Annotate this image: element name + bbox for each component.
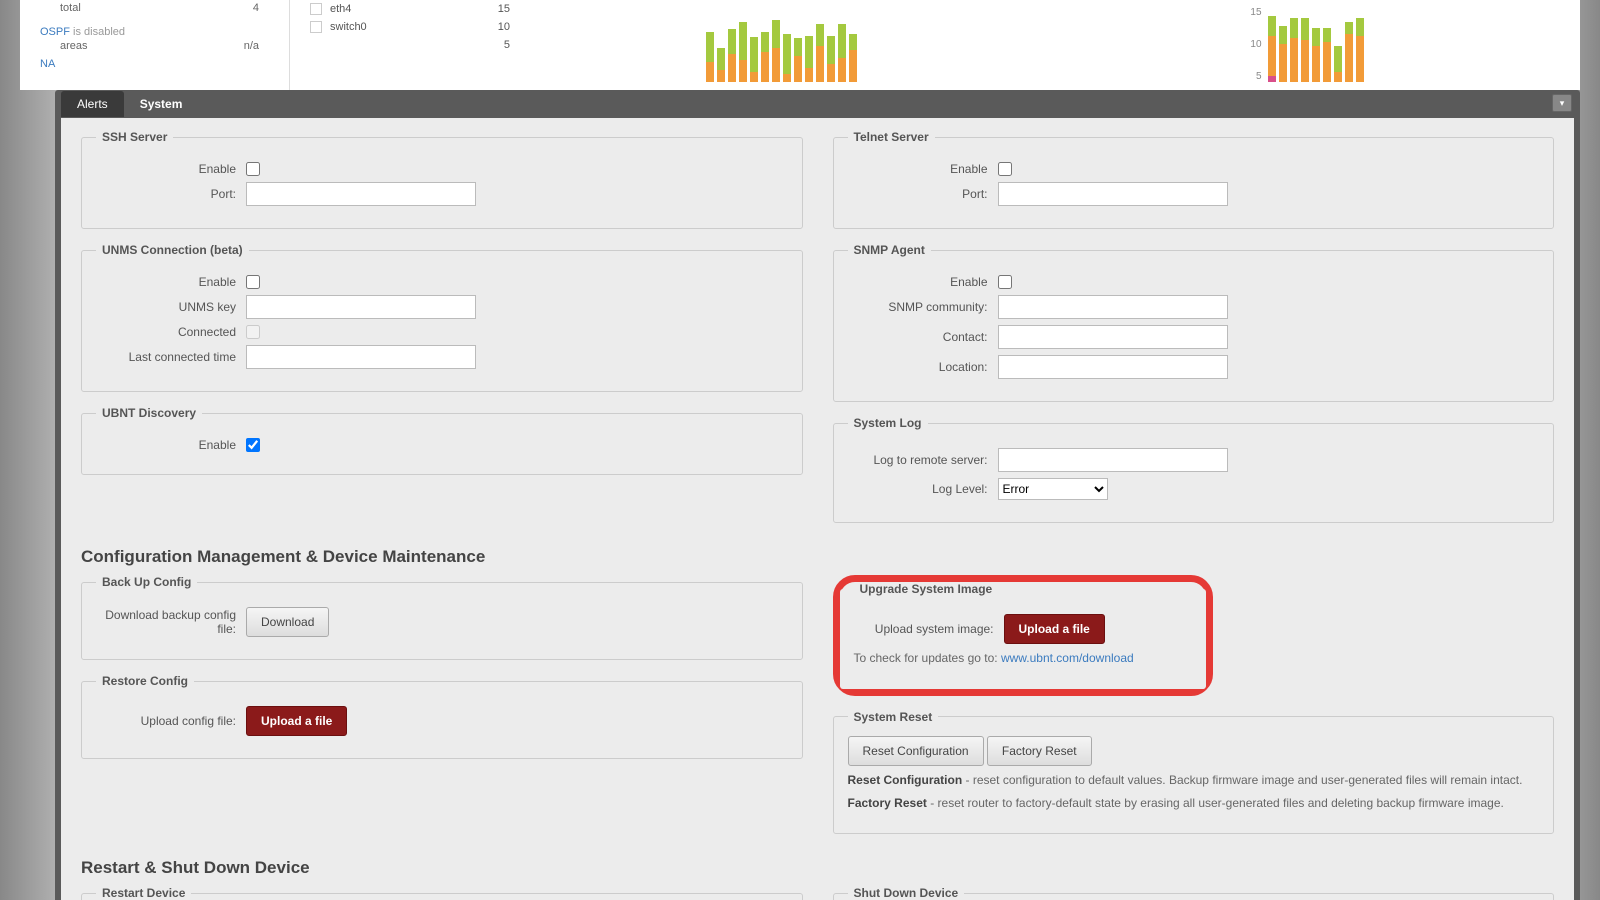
backup-legend: Back Up Config	[96, 575, 197, 589]
telnet-server-group: Telnet Server Enable Port:	[833, 130, 1555, 229]
tab-bar: Alerts System ▾	[55, 90, 1580, 118]
download-button[interactable]: Download	[246, 607, 329, 637]
reset-desc2-bold: Factory Reset	[848, 796, 927, 810]
left-sidebar: total 4 OSPF is disabled areas n/a NA	[20, 0, 290, 90]
reset-desc1-text: - reset configuration to default values.…	[962, 773, 1522, 787]
telnet-enable-checkbox[interactable]	[998, 162, 1012, 176]
total-value: 4	[253, 2, 259, 14]
system-log-group: System Log Log to remote server: Log Lev…	[833, 416, 1555, 523]
upgrade-url-link[interactable]: www.ubnt.com/download	[1001, 651, 1134, 665]
ubnt-discovery-group: UBNT Discovery Enable	[81, 406, 803, 475]
shutdown-legend: Shut Down Device	[848, 886, 965, 900]
upgrade-highlight: Upgrade System Image Upload system image…	[833, 575, 1213, 696]
reset-desc2-text: - reset router to factory-default state …	[927, 796, 1504, 810]
iface-name: switch0	[330, 21, 498, 33]
snmp-contact-input[interactable]	[998, 325, 1228, 349]
backup-label: Download backup config file:	[96, 608, 246, 636]
unms-connected-label: Connected	[96, 325, 246, 339]
backup-config-group: Back Up Config Download backup config fi…	[81, 575, 803, 660]
unms-key-label: UNMS key	[96, 300, 246, 314]
snmp-enable-label: Enable	[848, 275, 998, 289]
ssh-port-input[interactable]	[246, 182, 476, 206]
snmp-community-input[interactable]	[998, 295, 1228, 319]
ssh-enable-label: Enable	[96, 162, 246, 176]
ssh-server-group: SSH Server Enable Port:	[81, 130, 803, 229]
snmp-community-label: SNMP community:	[848, 300, 998, 314]
upgrade-upload-button[interactable]: Upload a file	[1004, 614, 1105, 644]
checkbox-icon[interactable]	[310, 3, 322, 15]
ospf-link[interactable]: OSPF	[40, 26, 70, 38]
factory-reset-button[interactable]: Factory Reset	[987, 736, 1092, 766]
checkbox-icon[interactable]	[310, 21, 322, 33]
restore-upload-button[interactable]: Upload a file	[246, 706, 347, 736]
config-mgmt-heading: Configuration Management & Device Mainte…	[81, 547, 1554, 567]
tab-alerts[interactable]: Alerts	[61, 91, 124, 117]
dashboard-background: total 4 OSPF is disabled areas n/a NA eth4…	[20, 0, 1580, 90]
shutdown-device-group: Shut Down Device Shut Down	[833, 886, 1555, 900]
iface-val: 15	[498, 3, 510, 15]
upgrade-legend: Upgrade System Image	[854, 582, 999, 596]
snmp-legend: SNMP Agent	[848, 243, 931, 257]
unms-key-input[interactable]	[246, 295, 476, 319]
unms-legend: UNMS Connection (beta)	[96, 243, 249, 257]
y-axis: 15105	[1250, 7, 1267, 82]
restore-label: Upload config file:	[96, 714, 246, 728]
unms-group: UNMS Connection (beta) Enable UNMS key C…	[81, 243, 803, 392]
unms-last-label: Last connected time	[96, 350, 246, 364]
snmp-agent-group: SNMP Agent Enable SNMP community: Contac…	[833, 243, 1555, 402]
restart-heading: Restart & Shut Down Device	[81, 858, 1554, 878]
ssh-enable-checkbox[interactable]	[246, 162, 260, 176]
unms-enable-label: Enable	[96, 275, 246, 289]
reset-legend: System Reset	[848, 710, 939, 724]
traffic-chart-1	[706, 7, 857, 82]
unms-enable-checkbox[interactable]	[246, 275, 260, 289]
snmp-enable-checkbox[interactable]	[998, 275, 1012, 289]
iface-val: 10	[498, 21, 510, 33]
reset-desc1-bold: Reset Configuration	[848, 773, 963, 787]
upgrade-label: Upload system image:	[854, 622, 1004, 636]
total-label: total	[60, 2, 81, 14]
syslog-remote-input[interactable]	[998, 448, 1228, 472]
telnet-legend: Telnet Server	[848, 130, 935, 144]
iface-name: eth4	[330, 3, 498, 15]
upgrade-check-text: To check for updates go to:	[854, 651, 998, 665]
ssh-port-label: Port:	[96, 187, 246, 201]
areas-label: areas	[60, 40, 88, 52]
ssh-legend: SSH Server	[96, 130, 173, 144]
restore-config-group: Restore Config Upload config file:Upload…	[81, 674, 803, 759]
sidebar-link-trunc-0[interactable]: NA	[30, 54, 279, 70]
collapse-icon[interactable]: ▾	[1552, 94, 1572, 112]
restore-legend: Restore Config	[96, 674, 194, 688]
restart-legend: Restart Device	[96, 886, 191, 900]
snmp-contact-label: Contact:	[848, 330, 998, 344]
system-reset-group: System Reset Reset Configuration Factory…	[833, 710, 1555, 835]
tab-system[interactable]: System	[124, 91, 199, 117]
ubnt-enable-checkbox[interactable]	[246, 438, 260, 452]
snmp-location-input[interactable]	[998, 355, 1228, 379]
ubnt-enable-label: Enable	[96, 438, 246, 452]
system-settings-panel: Alerts System ▾ SSH Server Enable Port: …	[55, 90, 1580, 900]
traffic-chart-2	[1268, 7, 1364, 82]
telnet-port-input[interactable]	[998, 182, 1228, 206]
reset-config-button[interactable]: Reset Configuration	[848, 736, 984, 766]
restart-device-group: Restart Device Restart	[81, 886, 803, 900]
ospf-status: is disabled	[73, 26, 125, 38]
interface-list: eth415 switch010 5	[310, 0, 510, 90]
syslog-level-label: Log Level:	[848, 482, 998, 496]
telnet-port-label: Port:	[848, 187, 998, 201]
ubnt-legend: UBNT Discovery	[96, 406, 202, 420]
syslog-level-select[interactable]: Error	[998, 478, 1108, 500]
syslog-remote-label: Log to remote server:	[848, 453, 998, 467]
unms-last-input[interactable]	[246, 345, 476, 369]
upgrade-system-group: Upgrade System Image Upload system image…	[840, 582, 1206, 689]
snmp-location-label: Location:	[848, 360, 998, 374]
syslog-legend: System Log	[848, 416, 928, 430]
areas-value: n/a	[244, 40, 259, 52]
unms-connected-checkbox	[246, 325, 260, 339]
telnet-enable-label: Enable	[848, 162, 998, 176]
